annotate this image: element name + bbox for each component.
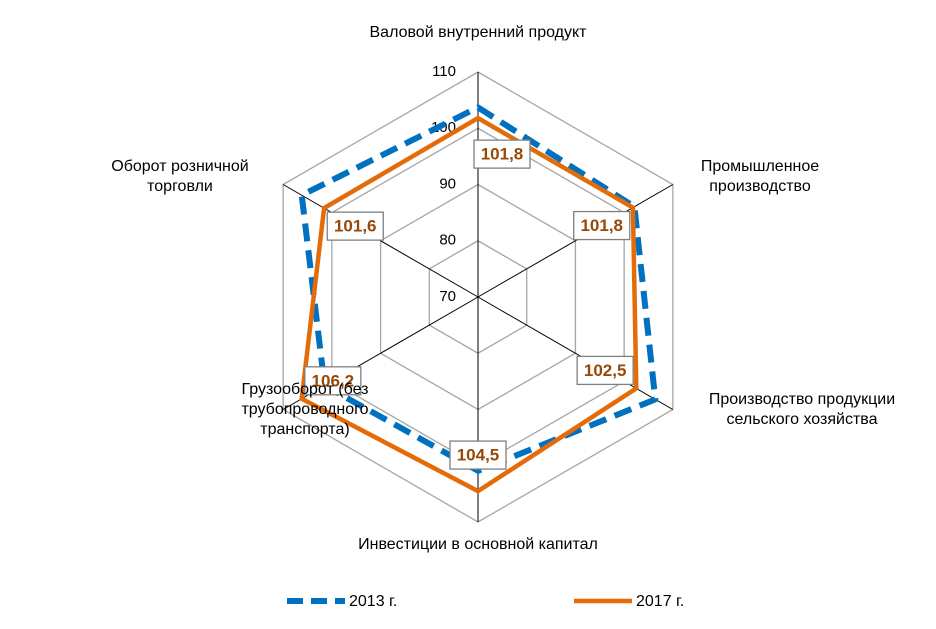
- value-label: 101,6: [334, 217, 377, 236]
- series-line: [299, 115, 639, 494]
- value-label-box: [326, 211, 384, 241]
- value-label-box: [449, 440, 507, 470]
- value-label-box: [576, 355, 634, 386]
- axis-spoke: [477, 184, 674, 298]
- value-label: 101,8: [481, 145, 524, 164]
- tick-label: 90: [439, 175, 456, 192]
- tick-label: 70: [439, 288, 456, 305]
- value-label-box: [473, 139, 531, 169]
- category-label: Грузооборот (без трубопроводного транспо…: [241, 381, 369, 438]
- tick-label: 80: [439, 232, 456, 249]
- value-label: 104,5: [457, 446, 500, 465]
- value-label: 106,2: [312, 371, 355, 390]
- category-label: Валовой внутренний продукт: [369, 24, 587, 41]
- tick-label: 110: [432, 63, 456, 80]
- category-label: Оборот розничной торговли: [111, 158, 249, 195]
- axis-spoke: [477, 296, 674, 410]
- category-label: Промышленное производство: [700, 158, 820, 195]
- value-label: 102,5: [584, 361, 627, 380]
- value-label-box: [304, 366, 362, 396]
- value-label-box: [573, 210, 631, 241]
- series-line: [298, 104, 659, 474]
- category-label: Инвестиции в основной капитал: [358, 536, 598, 553]
- legend-label: 2013 г.: [349, 593, 397, 610]
- legend-label: 2017 г.: [636, 593, 684, 610]
- category-label: Производство продукции сельского хозяйст…: [708, 391, 896, 428]
- value-label: 101,8: [580, 216, 623, 235]
